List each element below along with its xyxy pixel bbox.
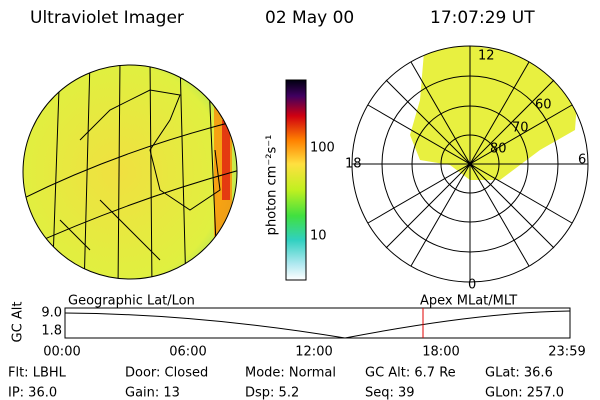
timeline-xtick: 12:00: [295, 345, 332, 360]
polar-grid: [351, 45, 589, 283]
instrument: Ultraviolet Imager: [30, 8, 184, 28]
timeline-right-label: Apex MLat/MLT: [420, 294, 517, 309]
polar-hour: 6: [578, 153, 586, 168]
status-item: Seq: 39: [365, 386, 415, 400]
colorbar-tick: 10: [310, 229, 327, 244]
status-item: Dsp: 5.2: [245, 386, 299, 400]
polar-lat: 70: [512, 121, 529, 136]
timeline-xtick: 06:00: [169, 345, 206, 360]
status-item: Gain: 13: [125, 386, 180, 400]
status-item: GLat: 36.6: [485, 366, 553, 381]
time: 17:07:29 UT: [430, 8, 535, 28]
globe-image: [23, 65, 237, 279]
timeline-ytick: 1.8: [41, 324, 62, 339]
altitude-curve: [64, 310, 571, 339]
status-item: Mode: Normal: [245, 366, 336, 381]
polar-image: [410, 46, 580, 180]
status-item: GLon: 257.0: [485, 386, 564, 400]
polar-hour: 0: [468, 278, 476, 293]
colorbar-tick: 100: [310, 141, 335, 156]
polar-hour: 12: [478, 49, 495, 64]
polar-lat: 80: [490, 142, 507, 157]
timeline-xtick: 00:00: [43, 345, 80, 360]
timeline-ytick: 9.0: [41, 306, 62, 321]
globe-outline: [22, 64, 238, 280]
date: 02 May 00: [265, 8, 354, 28]
timeline-axis-label: GC Alt: [11, 302, 26, 343]
timeline-xtick: 18:00: [422, 345, 459, 360]
status-item: GC Alt: 6.7 Re: [365, 366, 456, 381]
polar-hour: 18: [345, 157, 362, 172]
status-item: IP: 36.0: [8, 386, 57, 400]
polar-lat: 60: [535, 98, 552, 113]
timeline-xtick: 23:59: [548, 345, 585, 360]
colorbar-label: photon cm⁻²s⁻¹: [265, 135, 280, 236]
timeline-left-label: Geographic Lat/Lon: [68, 294, 195, 309]
timeline-box: [64, 307, 571, 339]
status-item: Door: Closed: [125, 366, 208, 381]
colorbar: [285, 79, 307, 281]
status-item: Flt: LBHL: [8, 366, 67, 381]
